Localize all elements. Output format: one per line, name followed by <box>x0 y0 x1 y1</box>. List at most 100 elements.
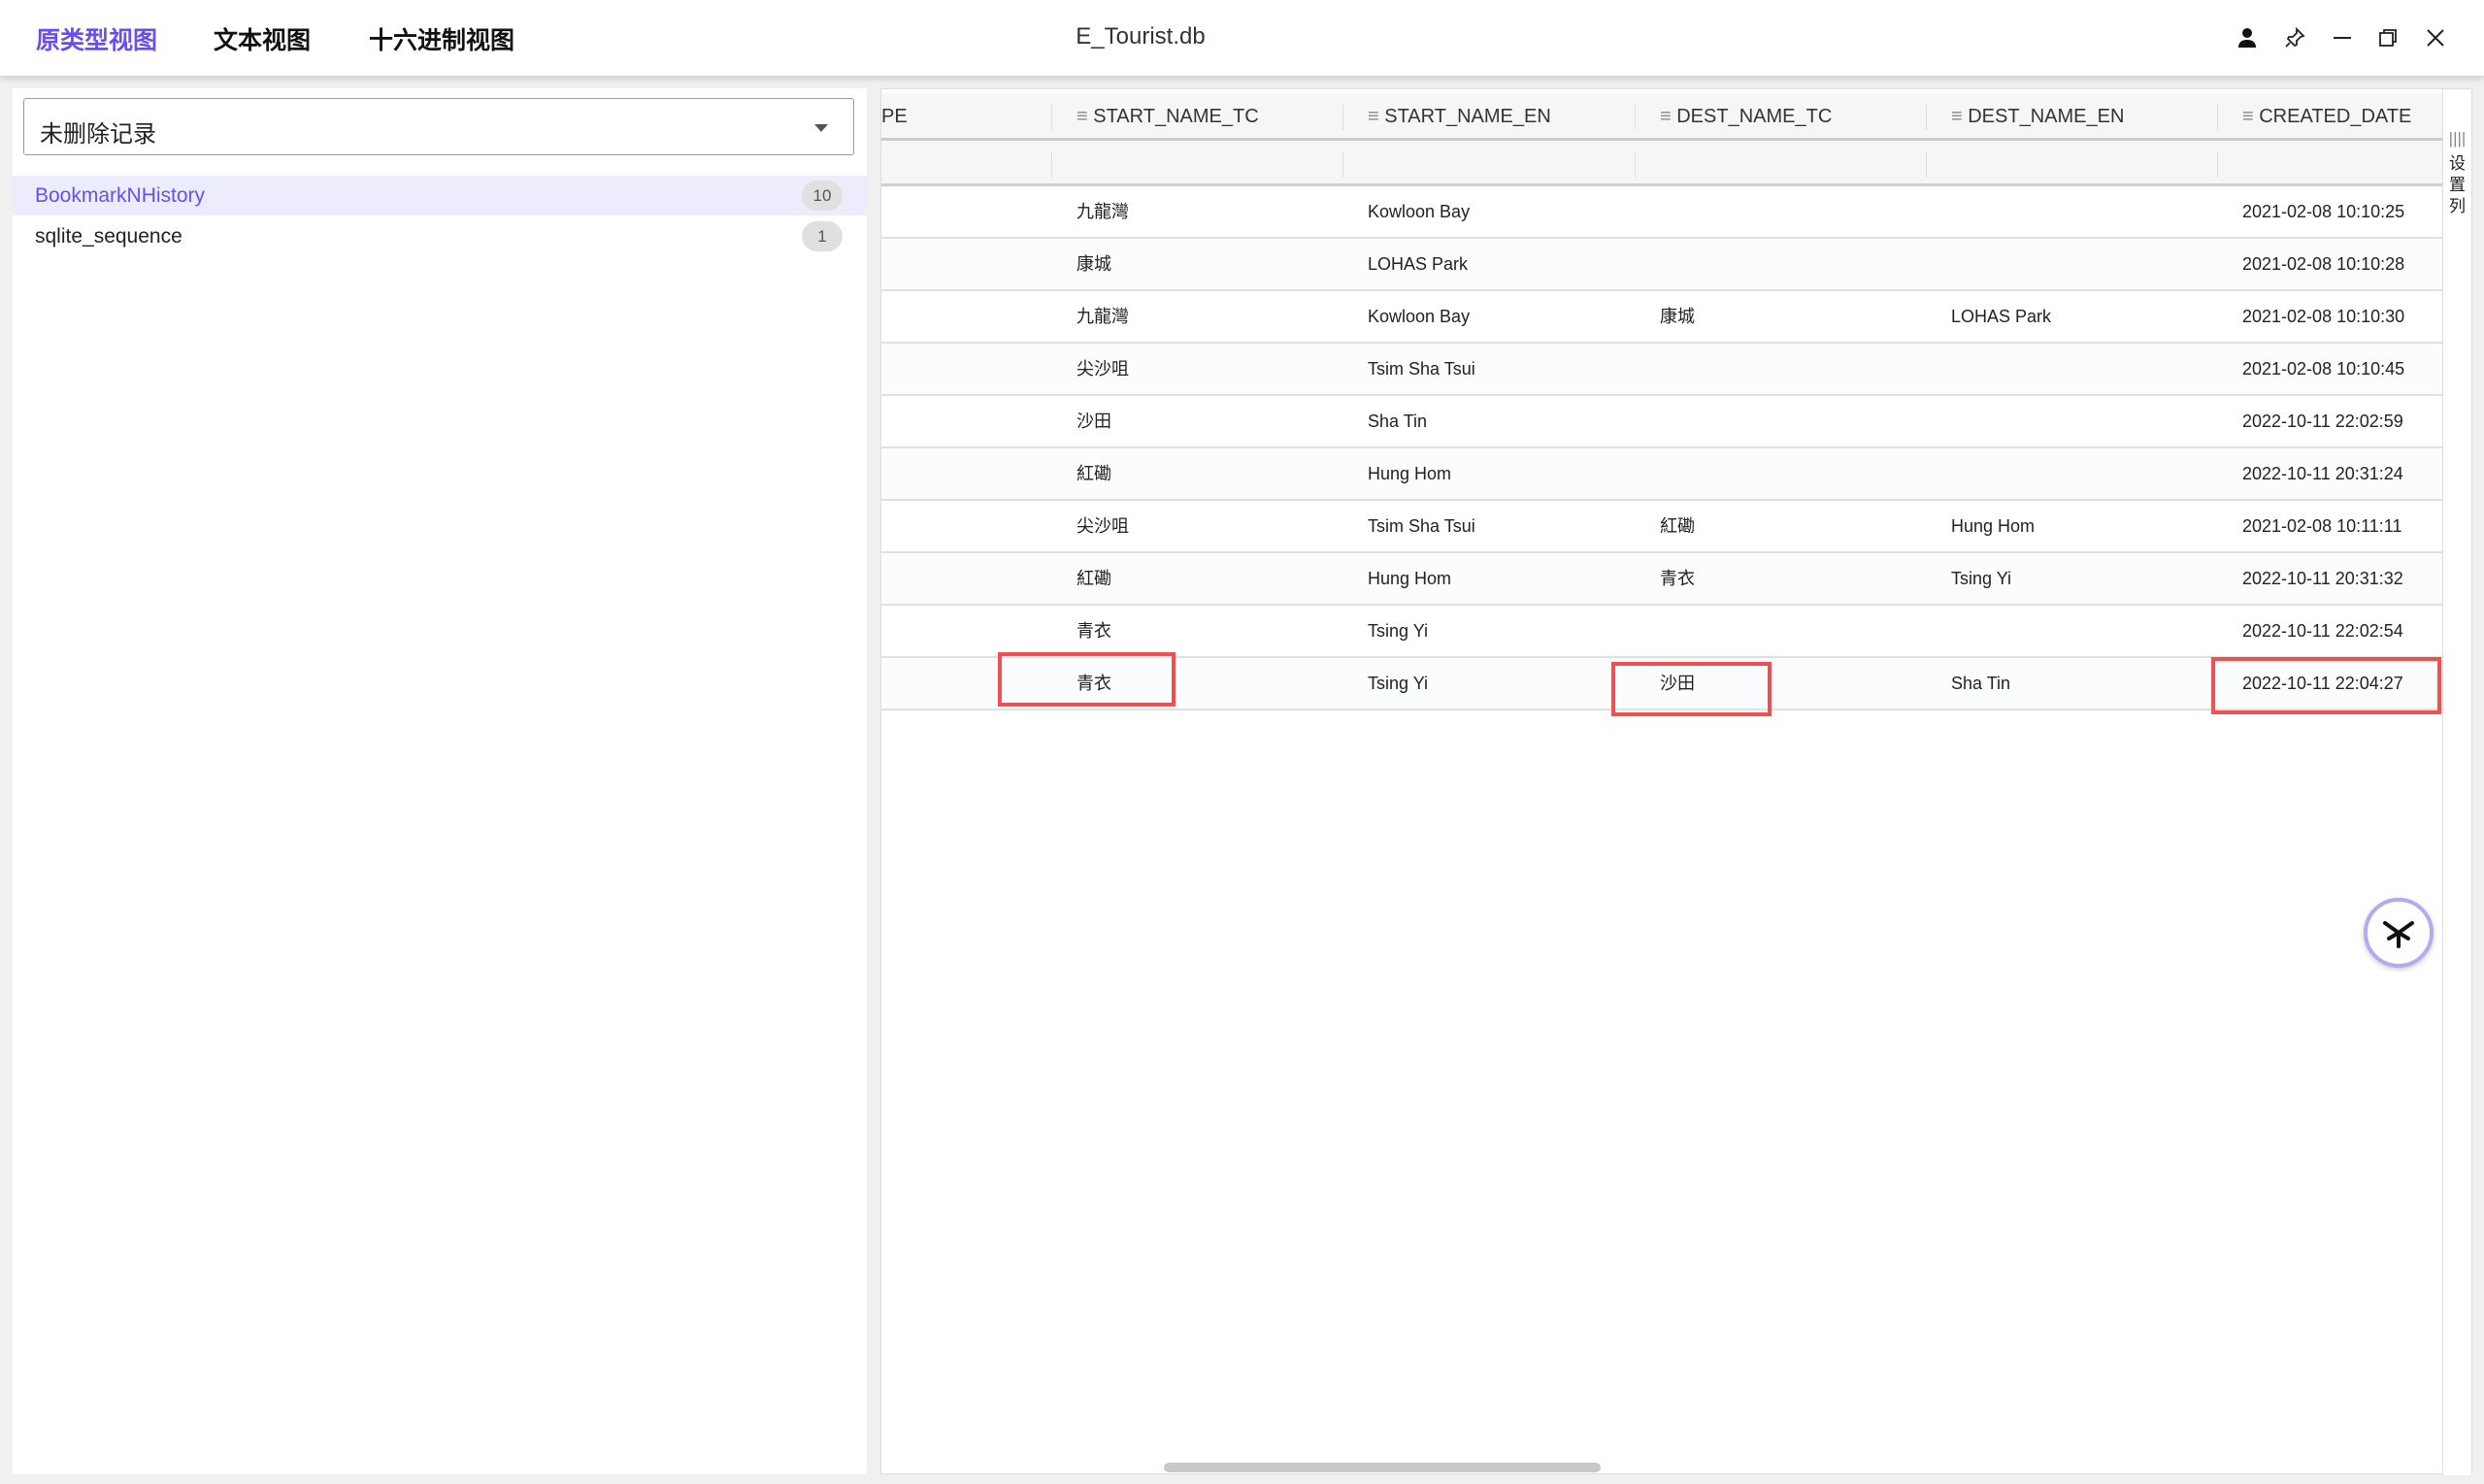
column-filter-input[interactable] <box>1635 141 1926 186</box>
table-cell[interactable]: 沙田 <box>1660 674 1695 693</box>
column-header-label: DEST_NAME_TC <box>1676 106 1833 127</box>
table-list-panel: 未删除记录 BookmarkNHistory 10 sqlite_sequence… <box>13 88 867 1474</box>
table-cell[interactable]: Hung Hom <box>1368 569 1452 588</box>
table-cell[interactable]: 2022-10-11 22:04:27 <box>2242 674 2403 693</box>
table-cell[interactable]: 紅磡 <box>1660 516 1695 536</box>
assistant-logo-icon <box>2383 921 2414 948</box>
column-header[interactable]: ≡ START_NAME_TC <box>1076 93 1259 141</box>
column-header-label: PE <box>881 106 908 127</box>
table-cell[interactable]: Tsing Yi <box>1951 569 2012 588</box>
tab-text-view[interactable]: 文本视图 <box>214 27 312 54</box>
table-cell[interactable]: 青衣 <box>1076 674 1111 693</box>
column-menu-icon[interactable]: ≡ <box>1368 106 1385 127</box>
column-menu-icon[interactable]: ≡ <box>1076 106 1094 127</box>
column-divider <box>1635 152 1636 178</box>
table-cell[interactable]: 康城 <box>1660 307 1695 326</box>
table-cell[interactable]: 九龍灣 <box>1076 202 1129 221</box>
table-row[interactable]: 青衣 Tsing Yi 沙田 Sha Tin 2022-10-11 22:04:27 <box>881 658 2442 710</box>
column-header-label: START_NAME_EN <box>1384 106 1551 127</box>
column-divider <box>1342 152 1343 178</box>
table-cell[interactable]: Kowloon Bay <box>1368 307 1471 326</box>
column-header[interactable]: ≡ DEST_NAME_TC <box>1660 93 1832 141</box>
minimize-icon[interactable] <box>2328 23 2357 52</box>
table-cell[interactable]: Tsing Yi <box>1368 621 1429 641</box>
column-settings-button[interactable]: |||| 设置列 <box>2442 89 2471 1475</box>
table-cell[interactable]: LOHAS Park <box>1951 307 2052 326</box>
table-cell[interactable]: 紅磡 <box>1076 569 1111 588</box>
table-row[interactable]: 九龍灣 Kowloon Bay 康城 LOHAS Park 2021-02-08 10:… <box>881 291 2442 344</box>
table-cell[interactable]: 青衣 <box>1076 621 1111 641</box>
column-divider <box>1051 105 1052 130</box>
column-filter-input[interactable] <box>1926 141 2217 186</box>
column-divider <box>1926 152 1927 178</box>
column-menu-icon[interactable]: ≡ <box>1660 106 1677 127</box>
table-cell[interactable]: 2021-02-08 10:10:45 <box>2242 359 2405 379</box>
column-header[interactable]: ≡ DEST_NAME_EN <box>1951 93 2124 141</box>
table-cell[interactable]: 2021-02-08 10:11:11 <box>2242 516 2402 536</box>
column-header[interactable]: PE <box>881 93 908 141</box>
record-filter-select[interactable]: 未删除记录 <box>23 98 854 155</box>
table-cell[interactable]: 2021-02-08 10:10:30 <box>2242 307 2405 326</box>
table-cell[interactable]: 九龍灣 <box>1076 307 1129 326</box>
grid-header: PE ≡ START_NAME_TC ≡ START_NAME_EN ≡ DEST_N… <box>881 93 2442 141</box>
tab-raw-type-view[interactable]: 原类型视图 <box>36 27 158 54</box>
highlight-box <box>2211 657 2441 714</box>
table-row[interactable]: 青衣 Tsing Yi 2022-10-11 22:02:54 <box>881 606 2442 658</box>
user-icon[interactable] <box>2233 23 2262 52</box>
table-row[interactable]: 紅磡 Hung Hom 青衣 Tsing Yi 2022-10-11 20:31:32 <box>881 553 2442 606</box>
table-cell[interactable]: Kowloon Bay <box>1368 202 1471 221</box>
table-row[interactable]: 尖沙咀 Tsim Sha Tsui 2021-02-08 10:10:45 <box>881 344 2442 396</box>
table-cell[interactable]: 2022-10-11 22:02:54 <box>2242 621 2403 641</box>
pin-icon[interactable] <box>2280 23 2309 52</box>
window-title: E_Tourist.db <box>1076 23 1206 49</box>
column-menu-icon[interactable]: ≡ <box>2242 106 2260 127</box>
tab-hex-view[interactable]: 十六进制视图 <box>369 27 515 54</box>
assistant-floating-button[interactable] <box>2364 898 2434 968</box>
highlight-box <box>1611 662 1772 716</box>
table-cell[interactable]: 康城 <box>1076 254 1111 274</box>
column-header[interactable]: ≡ START_NAME_EN <box>1368 93 1551 141</box>
table-cell[interactable]: 沙田 <box>1076 412 1111 431</box>
grid-filter-row <box>881 141 2442 186</box>
table-cell[interactable]: Tsim Sha Tsui <box>1368 359 1475 379</box>
table-row[interactable]: 沙田 Sha Tin 2022-10-11 22:02:59 <box>881 396 2442 448</box>
chevron-down-icon <box>814 124 828 132</box>
record-filter-value: 未删除记录 <box>40 121 156 148</box>
table-row[interactable]: 康城 LOHAS Park 2021-02-08 10:10:28 <box>881 239 2442 291</box>
table-cell[interactable]: 2021-02-08 10:10:28 <box>2242 254 2405 274</box>
table-cell[interactable]: 紅磡 <box>1076 464 1111 483</box>
column-header[interactable]: ≡ CREATED_DATE <box>2242 93 2411 141</box>
table-row[interactable]: 九龍灣 Kowloon Bay 2021-02-08 10:10:25 <box>881 186 2442 239</box>
columns-icon: |||| <box>2448 129 2467 148</box>
restore-icon[interactable] <box>2373 23 2402 52</box>
column-filter-input[interactable] <box>1051 141 1342 186</box>
horizontal-scrollbar[interactable] <box>1164 1463 1601 1472</box>
table-cell[interactable]: Tsim Sha Tsui <box>1368 516 1475 536</box>
table-cell[interactable]: 青衣 <box>1660 569 1695 588</box>
column-divider <box>1635 105 1636 130</box>
table-cell[interactable]: Sha Tin <box>1951 674 2011 693</box>
column-divider <box>1342 105 1343 130</box>
column-divider <box>1926 105 1927 130</box>
table-cell[interactable]: Sha Tin <box>1368 412 1428 431</box>
table-cell[interactable]: 尖沙咀 <box>1076 359 1129 379</box>
table-cell[interactable]: 2022-10-11 20:31:32 <box>2242 569 2403 588</box>
close-icon[interactable] <box>2421 23 2450 52</box>
table-cell[interactable]: 尖沙咀 <box>1076 516 1129 536</box>
table-name: BookmarkNHistory <box>35 184 206 207</box>
table-cell[interactable]: 2022-10-11 20:31:24 <box>2242 464 2403 483</box>
table-row[interactable]: 紅磡 Hung Hom 2022-10-11 20:31:24 <box>881 448 2442 501</box>
data-grid: PE ≡ START_NAME_TC ≡ START_NAME_EN ≡ DEST_N… <box>880 88 2472 1475</box>
table-cell[interactable]: 2021-02-08 10:10:25 <box>2242 202 2405 221</box>
table-row[interactable]: 尖沙咀 Tsim Sha Tsui 紅磡 Hung Hom 2021-02-08 10:… <box>881 501 2442 553</box>
table-cell[interactable]: Tsing Yi <box>1368 674 1429 693</box>
table-item-sqlite-sequence[interactable]: sqlite_sequence 1 <box>13 216 867 256</box>
column-filter-input[interactable] <box>1342 141 1634 186</box>
table-cell[interactable]: Hung Hom <box>1368 464 1452 483</box>
column-header-label: START_NAME_TC <box>1093 106 1259 127</box>
column-menu-icon[interactable]: ≡ <box>1951 106 1969 127</box>
table-cell[interactable]: LOHAS Park <box>1368 254 1469 274</box>
table-cell[interactable]: 2022-10-11 22:02:59 <box>2242 412 2403 431</box>
table-item-bookmarknhistory[interactable]: BookmarkNHistory 10 <box>13 176 867 215</box>
table-cell[interactable]: Hung Hom <box>1951 516 2036 536</box>
